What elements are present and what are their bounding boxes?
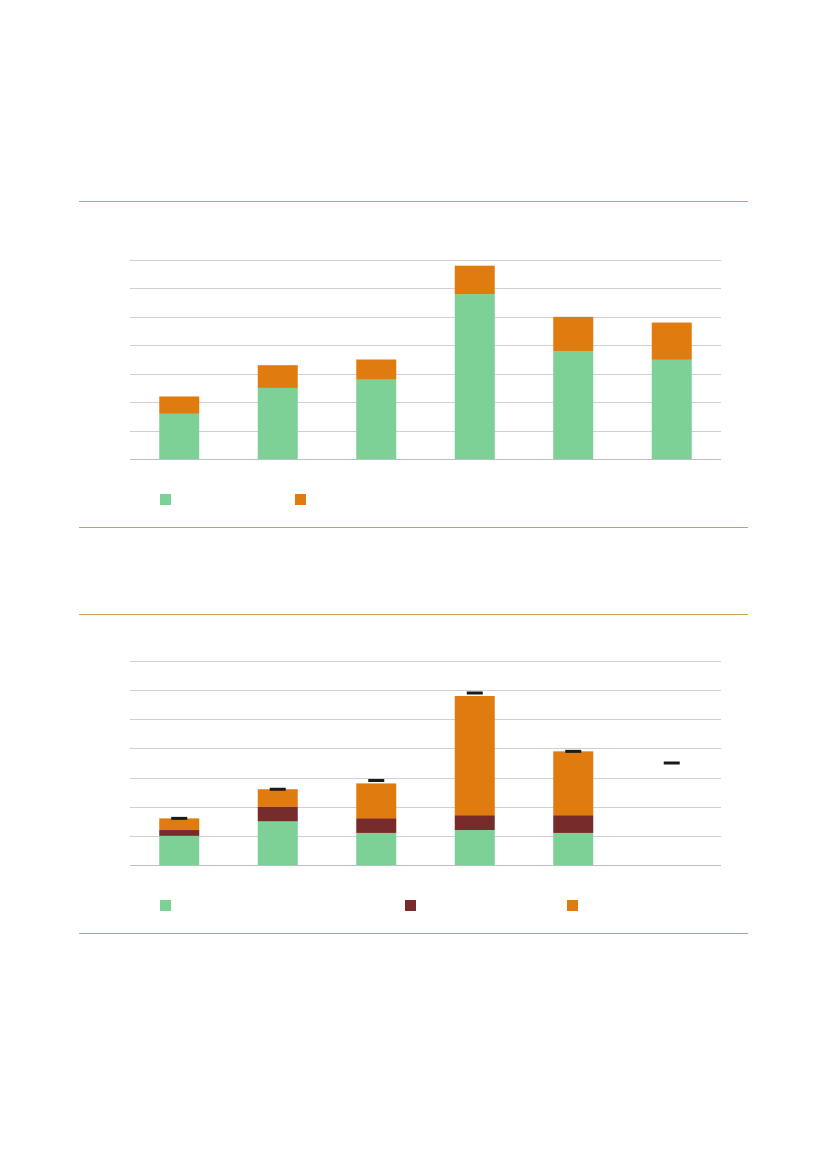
bar-segment <box>257 365 298 388</box>
bar-segment <box>257 806 298 822</box>
bar-segment <box>651 322 692 360</box>
bar-segment <box>356 818 397 833</box>
bar-segment <box>159 818 200 831</box>
bar-segment <box>454 265 495 295</box>
bar-segment <box>553 316 594 351</box>
bar-segment <box>553 751 594 816</box>
bar-segment <box>454 830 495 865</box>
bar-segment <box>454 294 495 459</box>
legend-swatch <box>295 494 306 505</box>
bar-segment <box>454 815 495 831</box>
legend-swatch <box>405 900 416 911</box>
legend-swatch <box>567 900 578 911</box>
bar-segment <box>159 396 200 414</box>
bar-segment <box>553 350 594 459</box>
bar-segment <box>356 783 397 819</box>
bar-segment <box>356 832 397 865</box>
bar-segment <box>651 359 692 459</box>
bar-segment <box>257 789 298 807</box>
legend-swatch <box>160 494 171 505</box>
bar-segment <box>553 832 594 865</box>
bar-segment <box>553 815 594 833</box>
bar-segment <box>257 821 298 865</box>
bar-segment <box>159 835 200 865</box>
legend-swatch <box>160 900 171 911</box>
bar-segment <box>159 413 200 459</box>
bar-segment <box>356 379 397 459</box>
bar-segment <box>159 830 200 836</box>
bar-segment <box>356 359 397 380</box>
bar-segment <box>454 695 495 816</box>
bar-segment <box>257 387 298 459</box>
